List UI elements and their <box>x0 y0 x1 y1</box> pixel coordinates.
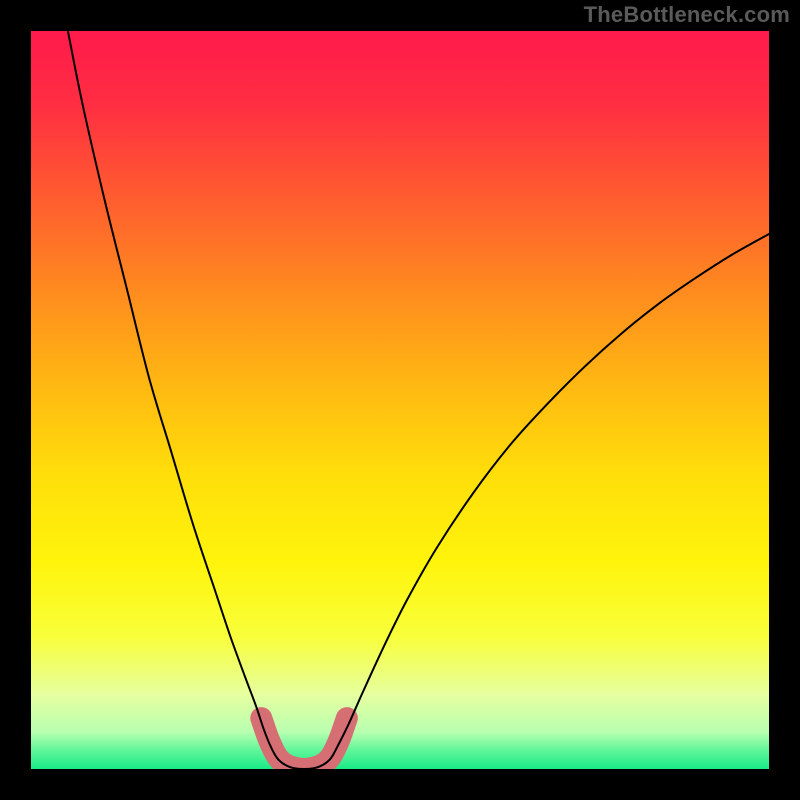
bottleneck-chart <box>0 0 800 800</box>
plot-area <box>31 31 769 769</box>
chart-container: TheBottleneck.com <box>0 0 800 800</box>
watermark-text: TheBottleneck.com <box>584 2 790 28</box>
